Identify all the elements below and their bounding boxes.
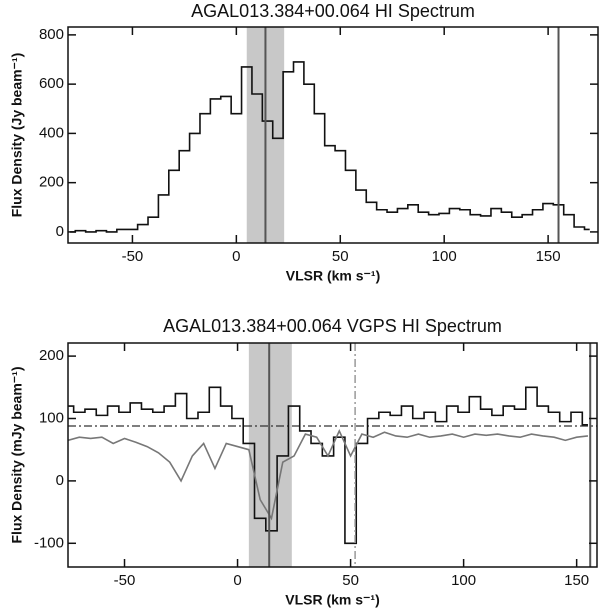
x-tick-label: 100 bbox=[451, 572, 476, 589]
shaded-region bbox=[248, 343, 292, 567]
x-tick-label: 0 bbox=[233, 572, 241, 589]
y-tick-label: -100 bbox=[34, 534, 64, 551]
y-tick-label: 100 bbox=[39, 409, 64, 426]
x-axis-label: VLSR (km s⁻¹) bbox=[285, 592, 380, 608]
y-tick-label: 0 bbox=[56, 223, 64, 240]
data-line bbox=[70, 61, 590, 233]
x-tick-label: 100 bbox=[432, 248, 457, 265]
x-tick-label: -50 bbox=[122, 248, 144, 265]
x-tick-label: 50 bbox=[342, 572, 359, 589]
y-tick-label: 800 bbox=[39, 26, 64, 43]
y-tick-label: 600 bbox=[39, 75, 64, 92]
data-line bbox=[68, 386, 588, 545]
x-tick-label: 150 bbox=[564, 572, 589, 589]
x-tick-label: 50 bbox=[332, 248, 349, 265]
x-axis-label: VLSR (km s⁻¹) bbox=[286, 268, 381, 284]
x-tick-label: 150 bbox=[536, 248, 561, 265]
y-tick-label: 200 bbox=[39, 174, 64, 191]
chart-title: AGAL013.384+00.064 HI Spectrum bbox=[191, 1, 475, 21]
y-axis-label: Flux Density (Jy beam⁻¹) bbox=[9, 53, 25, 218]
plot-frame bbox=[67, 26, 599, 244]
x-tick-label: 0 bbox=[232, 248, 240, 265]
data-line bbox=[68, 429, 589, 521]
y-tick-label: 200 bbox=[39, 347, 64, 364]
x-tick-label: -50 bbox=[114, 572, 136, 589]
chart-title: AGAL013.384+00.064 VGPS HI Spectrum bbox=[163, 316, 502, 336]
y-tick-label: 400 bbox=[39, 124, 64, 141]
y-tick-label: 0 bbox=[56, 472, 64, 489]
y-axis-label: Flux Density (mJy beam⁻¹) bbox=[9, 367, 25, 544]
plot-frame bbox=[67, 342, 598, 568]
